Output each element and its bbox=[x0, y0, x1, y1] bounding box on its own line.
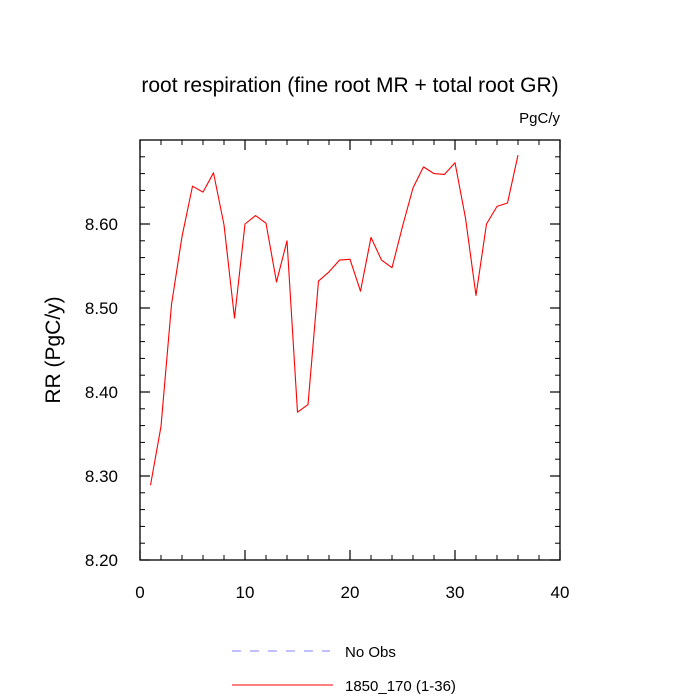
legend: No Obs 1850_170 (1-36) bbox=[232, 644, 456, 695]
y-tick-label: 8.50 bbox=[85, 299, 118, 318]
x-tick-label: 0 bbox=[135, 583, 144, 602]
series-line-1 bbox=[149, 154, 519, 486]
x-tick-label: 30 bbox=[446, 583, 465, 602]
x-tick-label: 40 bbox=[551, 583, 570, 602]
y-tick-label: 8.30 bbox=[85, 467, 118, 486]
legend-label-1850-170: 1850_170 (1-36) bbox=[345, 678, 456, 695]
axis-tick-labels: 0 10 20 30 40 8.20 8.30 8.40 8.50 8.60 bbox=[85, 215, 570, 602]
y-tick-label: 8.20 bbox=[85, 551, 118, 570]
legend-label-no-obs: No Obs bbox=[345, 644, 396, 661]
series-layer bbox=[149, 154, 519, 486]
y-tick-label: 8.60 bbox=[85, 215, 118, 234]
x-tick-label: 20 bbox=[341, 583, 360, 602]
y-axis-label: RR (PgC/y) bbox=[42, 296, 65, 403]
y-tick-label: 8.40 bbox=[85, 383, 118, 402]
x-tick-label: 10 bbox=[236, 583, 255, 602]
chart-title: root respiration (fine root MR + total r… bbox=[141, 74, 558, 97]
plot-frame bbox=[139, 139, 561, 561]
units-label: PgC/y bbox=[519, 110, 560, 127]
